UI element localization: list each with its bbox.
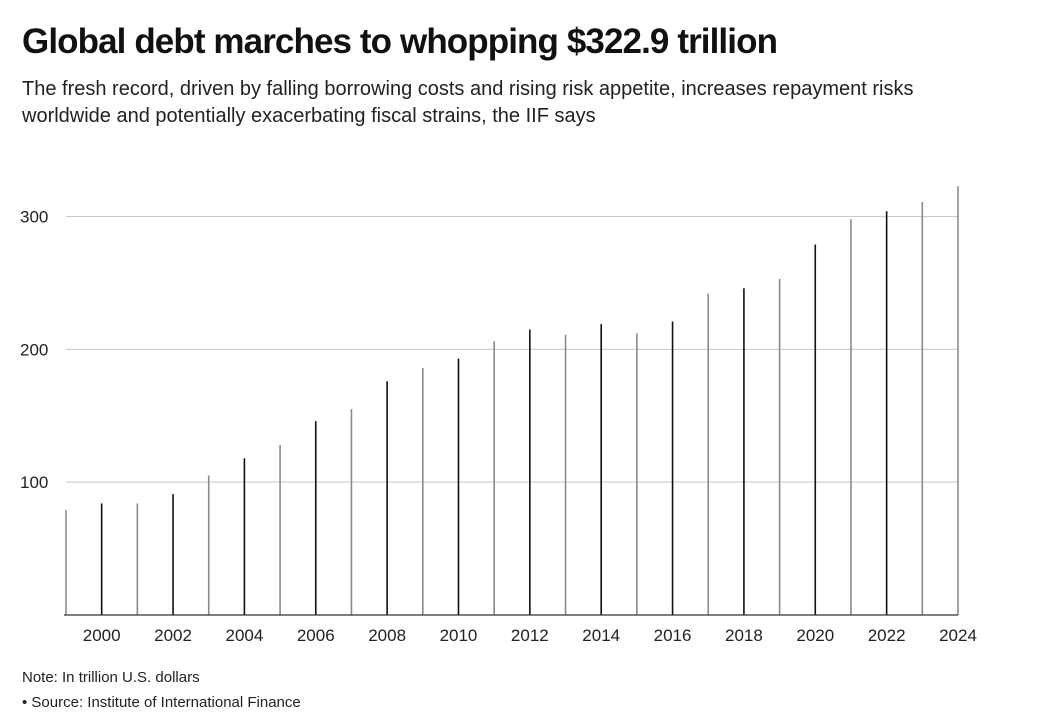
y-tick-label: 100 [20, 473, 48, 492]
gridlines [66, 216, 958, 483]
x-tick-label: 2016 [654, 626, 692, 645]
x-tick-label: 2024 [939, 626, 977, 645]
chart-source: • Source: Institute of International Fin… [22, 694, 301, 711]
y-axis-ticks: 100 200 300 [20, 208, 48, 493]
chart-title: Global debt marches to whopping $322.9 t… [22, 22, 778, 61]
y-tick-label: 300 [20, 208, 48, 227]
chart-note: Note: In trillion U.S. dollars [22, 669, 200, 686]
x-tick-label: 2010 [440, 626, 478, 645]
x-tick-label: 2012 [511, 626, 549, 645]
chart-subtitle: The fresh record, driven by falling borr… [22, 78, 914, 127]
x-tick-label: 2020 [796, 626, 834, 645]
bars [65, 186, 959, 615]
x-axis-ticks: 2000 2002 2004 2006 2008 2010 2012 2014 2016 2018… [83, 626, 977, 645]
x-tick-label: 2022 [868, 626, 906, 645]
x-tick-label: 2000 [83, 626, 121, 645]
x-tick-label: 2002 [154, 626, 192, 645]
x-tick-label: 2014 [582, 626, 620, 645]
x-tick-label: 2018 [725, 626, 763, 645]
x-tick-label: 2008 [368, 626, 406, 645]
x-tick-label: 2006 [297, 626, 335, 645]
x-tick-label: 2004 [225, 626, 263, 645]
y-tick-label: 200 [20, 340, 48, 359]
